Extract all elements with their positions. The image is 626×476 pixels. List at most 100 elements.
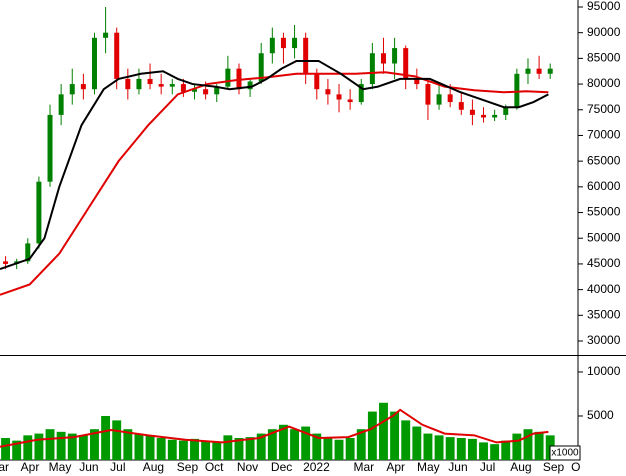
candle-body [58,94,64,115]
volume-bar [190,438,199,460]
volume-bar [534,431,544,460]
candle-body [80,84,86,90]
volume-bar [501,440,511,460]
y-tick-label: 50000 [587,230,621,244]
candle-body [436,94,442,105]
candle-body [280,37,286,49]
x-tick-label: Sep [177,460,199,474]
volume-bar [479,442,488,460]
volume-bar [312,433,322,460]
candle-body [547,68,553,74]
volume-bar [101,415,111,460]
y-tick-label: 40000 [587,282,621,296]
x-tick-label: 2022 [303,460,330,474]
candle-body [314,73,320,90]
volume-bar [34,433,44,460]
x-tick-label: Jun [79,460,98,474]
y-tick-label: 55000 [587,205,621,219]
volume-bar [167,439,177,460]
x-tick-label: May [49,460,72,474]
candle-body [147,78,153,85]
volume-bar [512,433,522,460]
y-tick-label: 65000 [587,153,621,167]
y-tick-label: 35000 [587,307,621,321]
candle-body [380,53,386,64]
candle-body [192,89,198,92]
x-tick-label: Aug [510,460,531,474]
y-tick-label: 45000 [587,256,621,270]
volume-bar [223,435,233,460]
candle-body [458,102,464,110]
volume-bar [323,437,333,460]
unit-label-box [549,445,581,461]
volume-bar [401,420,411,460]
volume-bar [12,440,22,460]
moving-average-line [0,59,549,271]
x-tick-label: Mar [354,460,375,474]
candle-body [447,94,453,103]
y-tick-label: 90000 [587,25,621,39]
candle-body [25,243,31,262]
y-tick-label: 10000 [587,364,621,378]
volume-bar [45,429,55,460]
volume-bar [345,437,355,460]
moving-average-line [0,71,549,296]
y-tick-label: 80000 [587,76,621,90]
y-tick-label: 60000 [587,179,621,193]
candle-body [247,81,253,90]
volume-bar [134,433,144,460]
candle-body [169,84,175,87]
candle-body [392,48,398,64]
volume-bar [379,402,388,460]
volume-bar [78,435,88,460]
volume-bar [267,429,277,460]
candle-body [403,48,409,79]
y-tick-label: 85000 [587,51,621,65]
candle-body [125,78,131,90]
volume-bar [145,435,155,460]
x-tick-label: Jul [480,460,495,474]
volume-bar [412,426,422,460]
volume-bar [212,442,222,460]
volume-bar [301,426,311,460]
y-tick-label: 5000 [587,408,614,422]
volume-bar [356,429,366,460]
y-tick-label: 30000 [587,333,621,347]
candle-body [136,78,142,90]
x-tick-label: Oct [205,460,224,474]
candle-body [214,86,220,95]
volume-bar [434,435,444,460]
x-tick-label: Jul [110,460,125,474]
volume-bar [245,437,255,460]
candle-body [481,114,487,118]
volume-bar [1,437,11,460]
candle-body [369,53,375,85]
volume-bar [234,437,244,460]
candle-body [3,261,9,264]
volume-bar [256,433,266,460]
x-tick-label: Sep [543,460,565,474]
candle-body [503,107,509,115]
candle-body [414,78,420,85]
candle-body [69,84,75,95]
y-tick-label: 95000 [587,0,621,13]
candle-body [525,68,531,74]
volume-bar [367,411,377,460]
candle-body [47,114,53,182]
x-tick-label: Apr [21,460,40,474]
candle-body [425,84,431,105]
volume-bar [201,440,211,460]
y-tick-label: 70000 [587,128,621,142]
candle-body [158,84,164,87]
candle-body [91,37,97,90]
x-tick-label: Nov [237,460,258,474]
volume-bar [178,440,188,460]
candle-body [114,32,120,79]
candle-body [514,73,520,108]
volume-bar [90,429,99,460]
x-tick-label: Jun [448,460,467,474]
candle-body [536,68,542,74]
moving-average-line [0,408,549,448]
